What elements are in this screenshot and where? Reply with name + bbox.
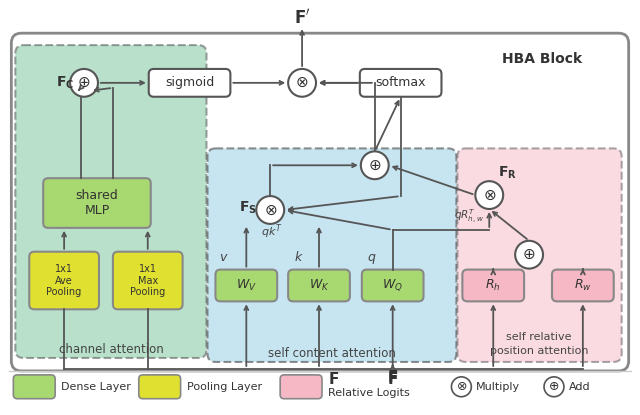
- FancyBboxPatch shape: [139, 375, 180, 399]
- FancyBboxPatch shape: [15, 45, 207, 358]
- Text: $\mathbf{F_R}$: $\mathbf{F_R}$: [498, 165, 516, 181]
- FancyBboxPatch shape: [362, 270, 424, 301]
- FancyBboxPatch shape: [360, 69, 442, 97]
- FancyBboxPatch shape: [288, 270, 350, 301]
- Text: $qk^T$: $qk^T$: [262, 222, 283, 241]
- Text: HBA Block: HBA Block: [502, 52, 582, 66]
- Circle shape: [451, 377, 471, 397]
- Text: $\mathbf{F'}$: $\mathbf{F'}$: [294, 9, 310, 28]
- Text: Relative Logits: Relative Logits: [328, 388, 410, 398]
- Text: softmax: softmax: [376, 76, 426, 89]
- Text: v: v: [220, 251, 227, 264]
- FancyBboxPatch shape: [207, 149, 456, 362]
- Text: $\oplus$: $\oplus$: [368, 158, 381, 173]
- Text: $\otimes$: $\otimes$: [264, 203, 277, 217]
- Circle shape: [515, 241, 543, 269]
- Text: $\mathbf{F_C}$: $\mathbf{F_C}$: [56, 75, 74, 91]
- Text: $W_Q$: $W_Q$: [382, 278, 403, 293]
- Text: Multiply: Multiply: [476, 382, 520, 392]
- Text: shared
MLP: shared MLP: [76, 189, 118, 217]
- FancyBboxPatch shape: [552, 270, 614, 301]
- Text: 1x1
Max
Pooling: 1x1 Max Pooling: [130, 264, 165, 297]
- Circle shape: [476, 181, 503, 209]
- Text: $R_h$: $R_h$: [485, 278, 501, 293]
- Circle shape: [256, 196, 284, 224]
- Circle shape: [288, 69, 316, 97]
- Text: $R_w$: $R_w$: [574, 278, 592, 293]
- Text: $\oplus$: $\oplus$: [548, 380, 559, 393]
- Text: channel attention: channel attention: [58, 342, 163, 356]
- FancyBboxPatch shape: [148, 69, 230, 97]
- FancyBboxPatch shape: [462, 270, 524, 301]
- Text: self relative
position attention: self relative position attention: [490, 332, 588, 356]
- Circle shape: [544, 377, 564, 397]
- Text: $W_K$: $W_K$: [308, 278, 330, 293]
- FancyBboxPatch shape: [458, 149, 621, 362]
- Text: k: k: [294, 251, 301, 264]
- Text: Dense Layer: Dense Layer: [61, 382, 131, 392]
- Text: $\oplus$: $\oplus$: [522, 247, 536, 262]
- FancyBboxPatch shape: [13, 375, 55, 399]
- FancyBboxPatch shape: [280, 375, 322, 399]
- FancyBboxPatch shape: [113, 252, 182, 309]
- FancyBboxPatch shape: [216, 270, 277, 301]
- Text: $\mathbf{F_S}$: $\mathbf{F_S}$: [239, 200, 257, 216]
- Text: $\mathbf{F}$: $\mathbf{F}$: [387, 369, 398, 385]
- Text: $\oplus$: $\oplus$: [77, 76, 91, 90]
- Text: $\mathbf{F}$: $\mathbf{F}$: [387, 371, 398, 387]
- Text: sigmoid: sigmoid: [165, 76, 214, 89]
- Text: self content attention: self content attention: [268, 347, 396, 359]
- Text: Add: Add: [569, 382, 591, 392]
- Text: $\mathbf{F}$: $\mathbf{F}$: [328, 371, 339, 387]
- FancyBboxPatch shape: [29, 252, 99, 309]
- FancyBboxPatch shape: [44, 178, 151, 228]
- Text: $\otimes$: $\otimes$: [296, 76, 308, 90]
- Text: $qR_{h,w}^T$: $qR_{h,w}^T$: [454, 208, 484, 226]
- Circle shape: [361, 151, 388, 179]
- Text: q: q: [368, 251, 376, 264]
- Circle shape: [70, 69, 98, 97]
- Text: 1x1
Ave
Pooling: 1x1 Ave Pooling: [47, 264, 82, 297]
- Text: $\otimes$: $\otimes$: [456, 380, 467, 393]
- Text: $W_V$: $W_V$: [236, 278, 257, 293]
- Text: Pooling Layer: Pooling Layer: [187, 382, 262, 392]
- Text: $\otimes$: $\otimes$: [483, 188, 496, 203]
